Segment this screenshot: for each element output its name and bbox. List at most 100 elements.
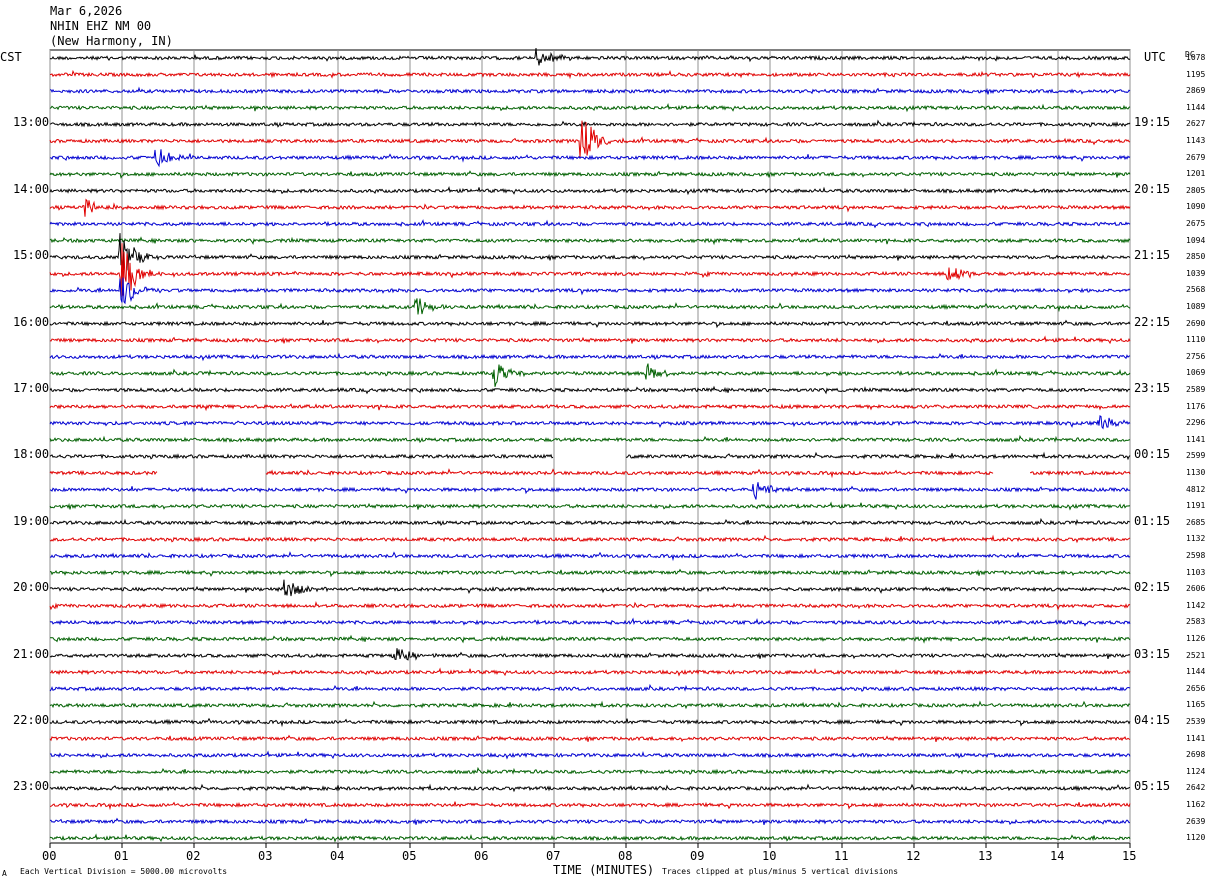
seismogram-trace bbox=[49, 69, 1131, 80]
trace-count: 2583 bbox=[1186, 617, 1206, 627]
count-column-header: DC bbox=[1185, 50, 1195, 59]
seismogram-trace bbox=[49, 415, 1131, 430]
trace-count: 1141 bbox=[1186, 733, 1206, 743]
left-hour-label: 18:00 bbox=[13, 447, 50, 462]
trace-count: 2598 bbox=[1186, 551, 1206, 560]
seismogram-trace bbox=[49, 86, 1131, 95]
x-axis-label: TIME (MINUTES) bbox=[553, 863, 655, 877]
trace-count: 2296 bbox=[1186, 418, 1206, 428]
seismogram-trace bbox=[49, 734, 1131, 743]
right-hour-label: 01:15 bbox=[1134, 513, 1171, 528]
trace-count: 1039 bbox=[1186, 268, 1206, 278]
right-hour-label: 04:15 bbox=[1134, 713, 1171, 727]
trace-count: 1130 bbox=[1186, 468, 1206, 477]
trace-count: 2756 bbox=[1186, 351, 1206, 361]
trace-count: 1124 bbox=[1186, 766, 1206, 776]
trace-count: 2642 bbox=[1186, 783, 1206, 793]
right-hour-label: 20:15 bbox=[1134, 181, 1171, 196]
seismogram-trace bbox=[49, 783, 1131, 793]
station-code: NHIN EHZ NM 00 bbox=[50, 19, 152, 33]
trace-count: 2521 bbox=[1186, 650, 1206, 660]
seismogram-trace bbox=[49, 468, 1131, 479]
seismogram-trace bbox=[49, 335, 1131, 345]
station-location: (New Harmony, IN) bbox=[50, 34, 173, 48]
right-hour-label: 02:15 bbox=[1134, 580, 1171, 595]
seismogram-trace bbox=[49, 833, 1131, 843]
trace-count: 2850 bbox=[1186, 252, 1206, 262]
trace-count: 1144 bbox=[1186, 102, 1206, 112]
right-hour-label: 05:15 bbox=[1134, 779, 1171, 794]
seismogram-trace bbox=[49, 601, 1131, 611]
seismogram-trace bbox=[49, 219, 1131, 229]
clip-note: Traces clipped at plus/minus 5 vertical … bbox=[662, 867, 899, 876]
seismogram-trace bbox=[49, 482, 1131, 500]
trace-count: 2679 bbox=[1186, 152, 1206, 162]
trace-count: 1142 bbox=[1186, 600, 1206, 610]
trace-count: 2690 bbox=[1186, 318, 1206, 328]
trace-count: 2869 bbox=[1186, 86, 1206, 96]
x-tick-label: 00 bbox=[42, 849, 57, 863]
trace-count: 2675 bbox=[1186, 219, 1206, 228]
trace-count: 2606 bbox=[1186, 584, 1206, 594]
left-hour-label: 13:00 bbox=[13, 115, 50, 130]
footer-mark: A bbox=[2, 869, 7, 878]
seismogram-trace bbox=[49, 385, 1131, 395]
trace-count: 1132 bbox=[1186, 534, 1206, 544]
seismogram-trace bbox=[49, 149, 1131, 168]
seismogram-trace bbox=[49, 170, 1131, 179]
trace-count: 1195 bbox=[1186, 69, 1206, 79]
right-timezone-label: UTC bbox=[1144, 50, 1166, 64]
seismogram-trace bbox=[49, 363, 1131, 387]
trace-count: 1090 bbox=[1186, 202, 1206, 212]
left-hour-label: 23:00 bbox=[13, 779, 50, 794]
trace-count: 1078 bbox=[1186, 53, 1206, 62]
trace-count: 1191 bbox=[1186, 501, 1206, 511]
x-tick-label: 12 bbox=[906, 849, 921, 863]
seismogram-trace bbox=[49, 517, 1131, 527]
seismogram-trace bbox=[49, 717, 1131, 728]
trace-count: 1094 bbox=[1186, 235, 1206, 245]
left-hour-label: 22:00 bbox=[13, 713, 50, 727]
x-tick-label: 15 bbox=[1122, 849, 1137, 863]
trace-count: 1201 bbox=[1186, 169, 1206, 179]
left-hour-label: 19:00 bbox=[13, 513, 50, 528]
seismogram-trace bbox=[49, 120, 1131, 157]
trace-count: 2599 bbox=[1186, 451, 1206, 461]
plot-frame bbox=[49, 49, 1131, 844]
seismogram-trace bbox=[49, 298, 1131, 315]
seismogram-trace bbox=[49, 683, 1131, 692]
trace-count: 2639 bbox=[1186, 816, 1206, 826]
x-tick-label: 01 bbox=[114, 849, 129, 863]
trace-count: 2568 bbox=[1186, 285, 1206, 295]
right-hour-label: 03:15 bbox=[1134, 646, 1171, 661]
x-tick-label: 05 bbox=[402, 849, 417, 863]
trace-count: 2539 bbox=[1186, 717, 1206, 726]
seismogram-trace bbox=[49, 47, 1131, 66]
seismogram-trace bbox=[50, 568, 1131, 578]
seismogram-trace bbox=[49, 817, 1130, 826]
seismogram-trace bbox=[49, 501, 1131, 511]
left-hour-label: 20:00 bbox=[13, 580, 50, 595]
trace-count: 1141 bbox=[1186, 434, 1206, 444]
trace-count: 1126 bbox=[1186, 634, 1206, 643]
seismogram-trace bbox=[50, 634, 1131, 644]
trace-count: 1103 bbox=[1186, 567, 1206, 577]
seismogram-trace bbox=[49, 352, 1131, 362]
seismogram-trace bbox=[49, 243, 1131, 297]
trace-count: 2589 bbox=[1186, 385, 1206, 394]
trace-count: 2627 bbox=[1186, 119, 1206, 129]
seismogram-trace bbox=[49, 102, 1131, 113]
seismogram-trace bbox=[49, 185, 1130, 196]
seismogram-trace bbox=[49, 801, 1131, 811]
right-hour-label: 21:15 bbox=[1134, 248, 1171, 263]
seismogram-trace bbox=[49, 198, 1131, 217]
seismogram-trace bbox=[49, 667, 1131, 677]
left-hour-label: 15:00 bbox=[13, 248, 50, 263]
trace-count: 1176 bbox=[1186, 401, 1206, 411]
x-tick-label: 08 bbox=[618, 849, 633, 863]
x-tick-label: 09 bbox=[690, 849, 705, 863]
x-tick-label: 13 bbox=[978, 849, 993, 863]
right-hour-label: 22:15 bbox=[1134, 314, 1171, 329]
scale-note: Each Vertical Division = 5000.00 microvo… bbox=[20, 867, 228, 876]
trace-count: 1120 bbox=[1186, 833, 1206, 843]
